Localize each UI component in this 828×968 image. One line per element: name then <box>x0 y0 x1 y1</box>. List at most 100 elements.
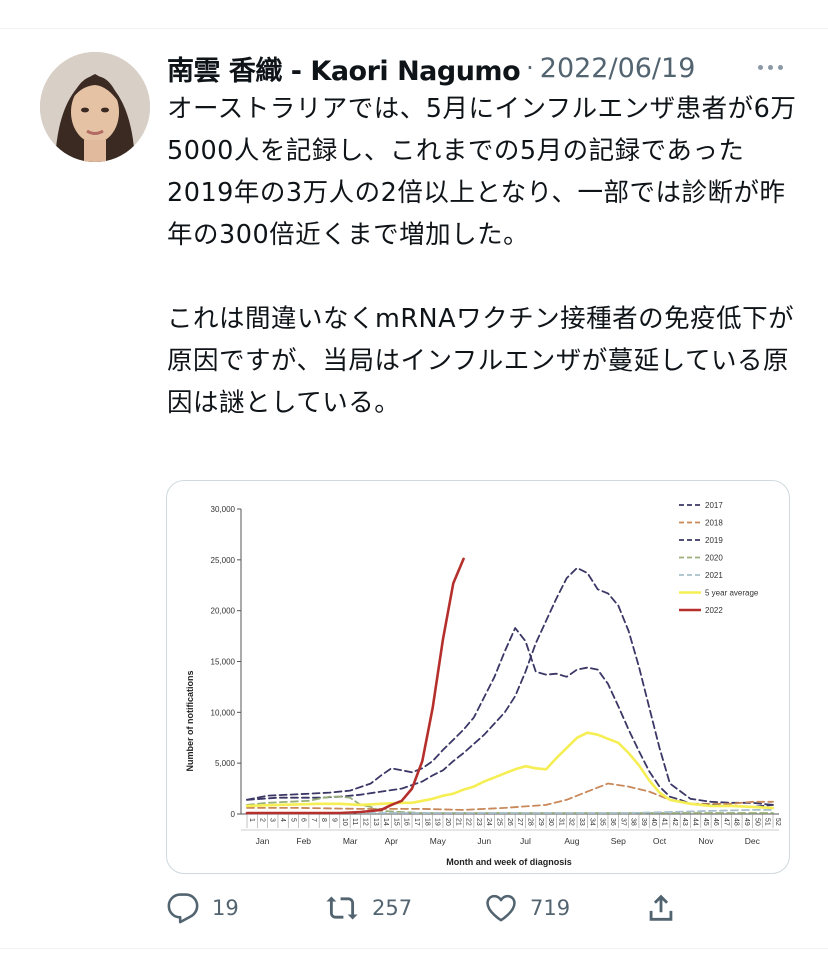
x-tick-label: 51 <box>764 818 771 826</box>
x-tick-label: 11 <box>351 818 358 825</box>
x-month-label: Jan <box>256 836 270 846</box>
x-tick-label: 25 <box>496 818 503 826</box>
series-line <box>246 567 774 806</box>
x-tick-label: 48 <box>733 818 740 826</box>
reply-button[interactable]: 19 <box>166 886 239 930</box>
x-tick-label: 12 <box>361 818 368 826</box>
like-button[interactable]: 719 <box>484 886 570 930</box>
x-tick-label: 8 <box>320 818 327 822</box>
series-line <box>246 782 774 811</box>
x-tick-label: 34 <box>588 818 595 826</box>
legend-label: 2020 <box>705 554 723 563</box>
x-tick-label: 10 <box>341 818 348 826</box>
x-tick-label: 4 <box>279 818 286 822</box>
x-tick-label: 52 <box>774 818 781 826</box>
x-tick-label: 20 <box>444 818 451 826</box>
bottom-divider <box>0 948 828 949</box>
x-tick-label: 40 <box>650 818 657 826</box>
x-tick-label: 37 <box>619 818 626 826</box>
y-tick-label: 10,000 <box>211 708 236 717</box>
x-tick-label: 41 <box>661 818 668 826</box>
x-tick-label: 30 <box>547 818 554 826</box>
x-tick-label: 19 <box>434 818 441 826</box>
x-tick-label: 44 <box>691 818 698 826</box>
tweet-date[interactable]: 2022/06/19 <box>539 52 696 84</box>
x-month-label: Aug <box>564 836 579 846</box>
x-tick-label: 26 <box>506 818 513 826</box>
x-tick-label: 38 <box>630 818 637 826</box>
y-tick-label: 30,000 <box>211 505 236 514</box>
x-tick-label: 15 <box>392 818 399 826</box>
x-month-label: Dec <box>745 836 761 846</box>
x-tick-label: 1 <box>248 818 255 822</box>
y-tick-label: 15,000 <box>211 658 236 667</box>
tweet-actions: 19 257 719 <box>160 886 720 930</box>
author-name[interactable]: 南雲 香織 - Kaori Nagumo <box>167 55 521 87</box>
header-separator: · <box>526 54 534 82</box>
chart-ylabel: Number of notifications <box>185 671 195 772</box>
x-tick-label: 7 <box>310 818 317 822</box>
tweet-header: 南雲 香織 - Kaori Nagumo · 2022/06/19 <box>167 48 807 88</box>
x-tick-label: 9 <box>331 818 338 822</box>
x-tick-label: 33 <box>578 818 585 826</box>
x-tick-label: 29 <box>537 818 544 826</box>
x-tick-label: 5 <box>289 818 296 822</box>
series-line <box>246 795 774 814</box>
y-tick-label: 0 <box>231 810 236 819</box>
legend-label: 2021 <box>705 571 723 580</box>
x-month-label: Mar <box>343 836 358 846</box>
x-tick-label: 31 <box>557 818 564 826</box>
legend-label: 2017 <box>705 501 723 510</box>
x-tick-label: 32 <box>568 818 575 826</box>
legend-label: 2022 <box>705 606 723 615</box>
x-tick-label: 22 <box>465 818 472 826</box>
like-icon <box>486 894 516 922</box>
x-month-label: Jun <box>477 836 491 846</box>
series-line <box>246 808 774 814</box>
legend-label: 5 year average <box>705 589 759 598</box>
x-month-label: Feb <box>296 836 311 846</box>
retweet-button[interactable]: 257 <box>324 886 412 930</box>
x-tick-label: 43 <box>681 818 688 826</box>
share-button[interactable] <box>644 886 690 930</box>
x-month-label: Nov <box>698 836 714 846</box>
x-tick-label: 46 <box>712 818 719 826</box>
y-tick-label: 25,000 <box>211 556 236 565</box>
x-tick-label: 36 <box>609 818 616 826</box>
x-tick-label: 50 <box>753 818 760 826</box>
chart-image[interactable]: 0 5,000 10,000 15,000 20,000 25,000 30,000 1 2 3 4… <box>166 480 790 874</box>
x-tick-label: 28 <box>526 818 533 826</box>
x-tick-label: 39 <box>640 818 647 826</box>
top-divider <box>0 28 828 29</box>
avatar[interactable] <box>40 52 150 162</box>
x-tick-label: 49 <box>743 818 750 826</box>
avatar-image <box>40 52 150 162</box>
x-month-label: Jul <box>520 836 531 846</box>
x-tick-label: 3 <box>269 818 276 822</box>
x-tick-label: 18 <box>423 818 430 826</box>
retweet-icon <box>326 896 358 920</box>
legend-label: 2018 <box>705 519 723 528</box>
x-month-label: Oct <box>653 836 667 846</box>
x-tick-label: 17 <box>413 818 420 826</box>
x-tick-label: 45 <box>702 818 709 826</box>
x-tick-label: 13 <box>372 818 379 826</box>
like-count: 719 <box>530 896 571 920</box>
reply-icon <box>167 893 199 924</box>
share-icon <box>649 894 673 921</box>
x-tick-label: 2 <box>258 818 265 822</box>
x-tick-label: 42 <box>671 818 678 826</box>
x-tick-label: 16 <box>403 818 410 826</box>
reply-count: 19 <box>212 896 239 920</box>
x-tick-label: 14 <box>382 818 389 826</box>
tweet-paragraph-1: オーストラリアでは、5月にインフルエンザ患者が6万5000人を記録し、これまでの… <box>167 94 797 250</box>
legend-label: 2019 <box>705 536 723 545</box>
x-tick-label: 6 <box>300 818 307 822</box>
x-month-label: Sep <box>611 836 626 846</box>
more-dots-icon[interactable] <box>752 52 788 82</box>
chart-xlabel: Month and week of diagnosis <box>446 857 572 867</box>
y-tick-label: 5,000 <box>215 759 236 768</box>
x-tick-label: 23 <box>475 818 482 826</box>
x-tick-label: 35 <box>599 818 606 826</box>
